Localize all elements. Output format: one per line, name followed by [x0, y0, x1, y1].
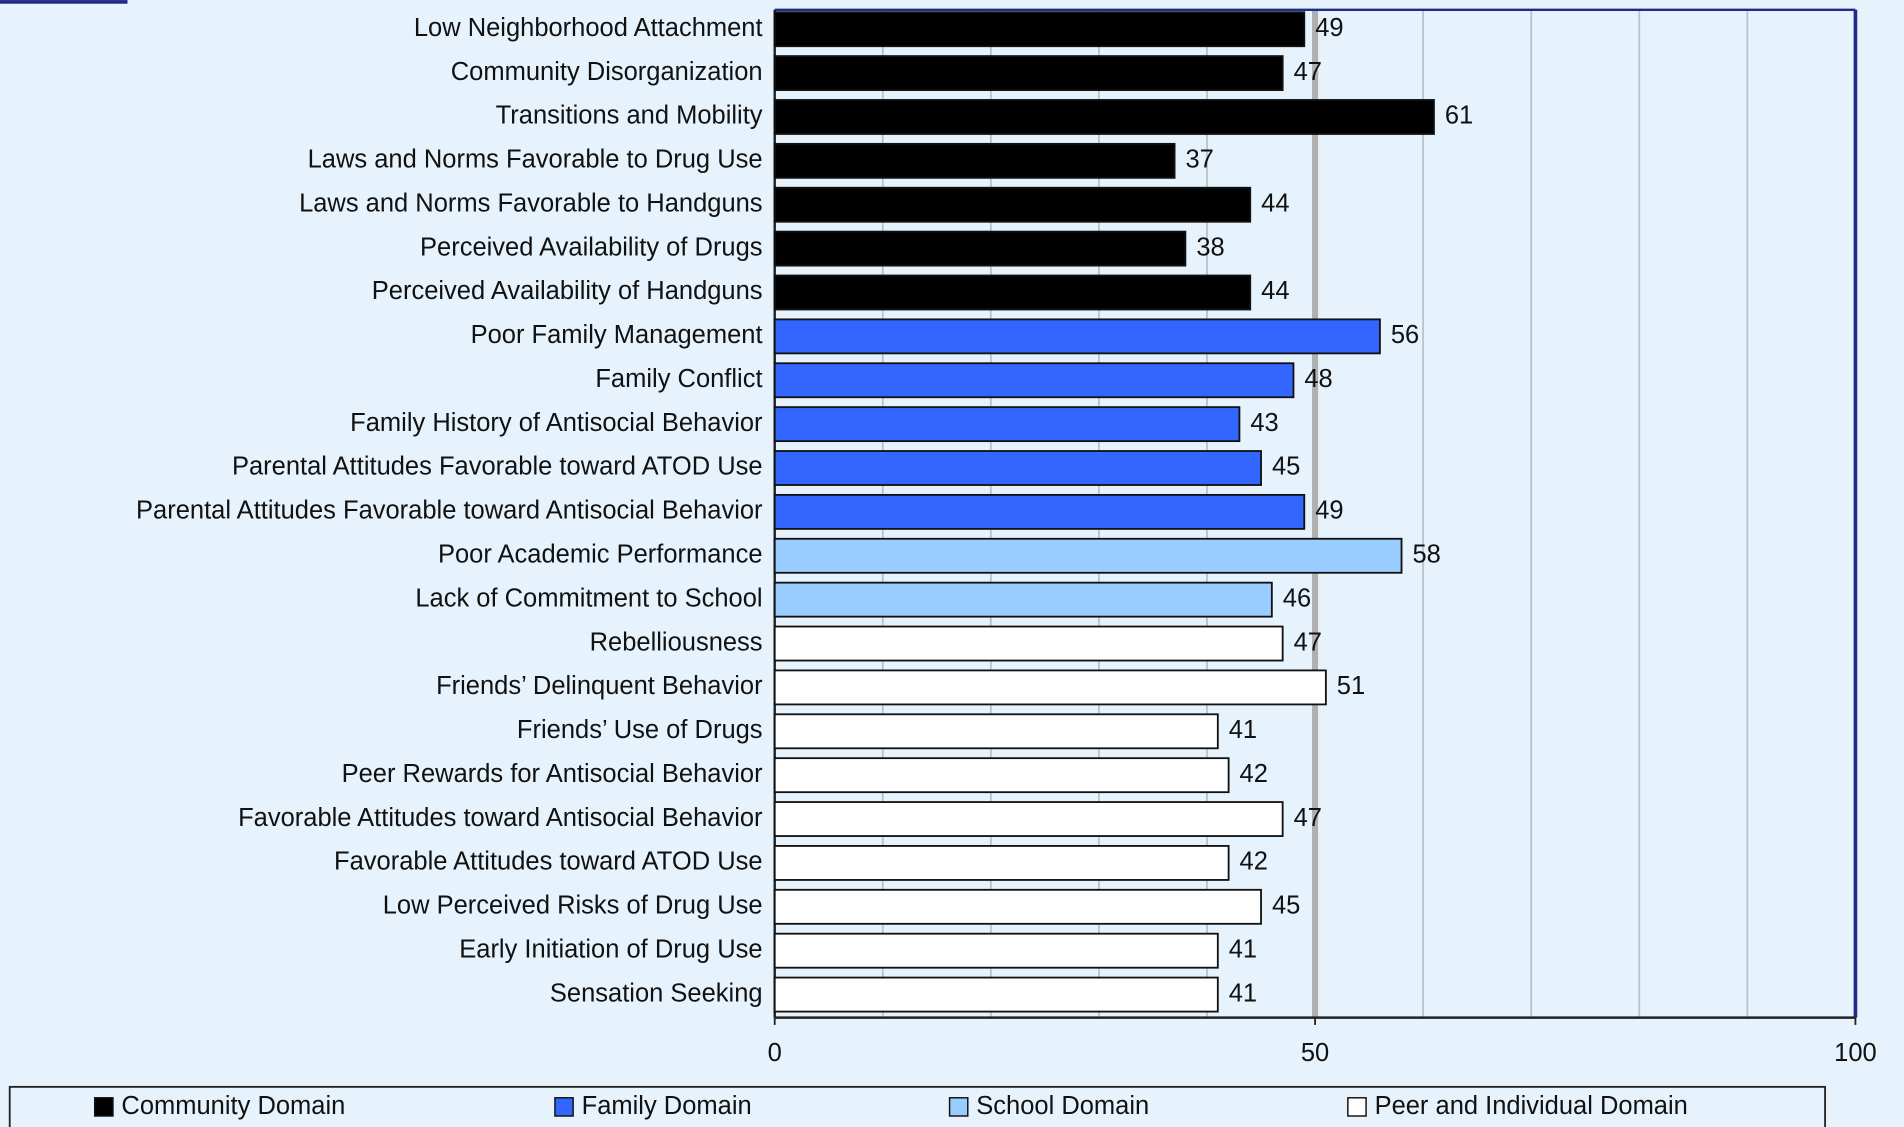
- bar: [773, 55, 1284, 92]
- data-label: 45: [1272, 453, 1300, 481]
- y-tick-label: Perceived Availability of Drugs: [420, 233, 763, 261]
- legend-box: [8, 1085, 1826, 1127]
- data-label: 56: [1391, 321, 1419, 349]
- legend-label: Peer and Individual Domain: [1375, 1092, 1688, 1120]
- corner-tab: [0, 0, 128, 4]
- bar: [773, 932, 1219, 969]
- bar: [773, 888, 1262, 925]
- data-label: 44: [1261, 277, 1289, 305]
- y-tick-label: Parental Attitudes Favorable toward ATOD…: [232, 453, 763, 481]
- y-tick-label: Sensation Seeking: [550, 979, 763, 1007]
- data-label: 41: [1229, 935, 1257, 963]
- data-label: 47: [1294, 58, 1322, 86]
- data-label: 38: [1196, 233, 1224, 261]
- data-label: 48: [1304, 365, 1332, 393]
- y-tick-label: Parental Attitudes Favorable toward Anti…: [136, 497, 763, 525]
- bar: [773, 845, 1230, 881]
- bar: [773, 537, 1403, 574]
- bar: [773, 186, 1252, 223]
- bar: [773, 625, 1284, 662]
- bar: [773, 713, 1219, 750]
- data-label: 51: [1337, 672, 1365, 700]
- bar: [773, 362, 1295, 399]
- y-tick-label: Rebelliousness: [590, 628, 763, 656]
- legend-swatch: [948, 1097, 969, 1117]
- data-label: 58: [1412, 541, 1440, 569]
- bar: [773, 274, 1252, 311]
- data-label: 49: [1315, 14, 1343, 42]
- y-tick-label: Family Conflict: [595, 365, 762, 393]
- y-tick-label: Favorable Attitudes toward ATOD Use: [334, 848, 763, 876]
- bar: [773, 99, 1435, 135]
- data-label: 46: [1283, 584, 1311, 612]
- data-label: 41: [1229, 979, 1257, 1007]
- bar: [773, 230, 1187, 267]
- y-tick-label: Poor Family Management: [471, 321, 763, 349]
- data-label: 44: [1261, 189, 1289, 217]
- bar: [773, 318, 1381, 355]
- data-label: 45: [1272, 892, 1300, 920]
- legend-label: Family Domain: [582, 1092, 752, 1120]
- bar: [773, 581, 1273, 618]
- x-tick-label: 0: [768, 1039, 782, 1067]
- bar: [773, 493, 1306, 530]
- data-label: 43: [1250, 409, 1278, 437]
- legend-swatch: [1347, 1097, 1367, 1117]
- data-label: 47: [1294, 804, 1322, 832]
- y-tick-label: Laws and Norms Favorable to Handguns: [299, 189, 763, 217]
- bar: [773, 450, 1262, 486]
- bar: [773, 976, 1219, 1013]
- y-tick-label: Lack of Commitment to School: [415, 584, 762, 612]
- x-tick-label: 100: [1834, 1039, 1877, 1067]
- data-label: 37: [1186, 146, 1214, 174]
- y-tick-label: Low Perceived Risks of Drug Use: [383, 892, 763, 920]
- x-tick-label: 50: [1301, 1039, 1329, 1067]
- data-label: 41: [1229, 716, 1257, 744]
- y-tick-label: Transitions and Mobility: [496, 102, 763, 130]
- y-tick-label: Early Initiation of Drug Use: [459, 935, 762, 963]
- y-tick-label: Peer Rewards for Antisocial Behavior: [342, 760, 763, 788]
- legend-swatch: [93, 1097, 114, 1117]
- legend-swatch: [554, 1097, 574, 1117]
- data-label: 61: [1445, 102, 1473, 130]
- data-label: 42: [1240, 760, 1268, 788]
- y-tick-label: Laws and Norms Favorable to Drug Use: [308, 146, 763, 174]
- bar: [773, 801, 1284, 837]
- bar: [773, 757, 1230, 794]
- y-tick-label: Community Disorganization: [451, 58, 763, 86]
- bar: [773, 669, 1327, 706]
- y-tick-label: Friends’ Delinquent Behavior: [436, 672, 763, 700]
- bar: [773, 142, 1176, 179]
- bar: [773, 406, 1241, 443]
- legend-label: Community Domain: [121, 1092, 345, 1120]
- y-tick-label: Friends’ Use of Drugs: [517, 716, 763, 744]
- data-label: 47: [1294, 628, 1322, 656]
- bar: [773, 11, 1306, 48]
- data-label: 42: [1240, 848, 1268, 876]
- y-tick-label: Family History of Antisocial Behavior: [350, 409, 763, 437]
- y-tick-label: Poor Academic Performance: [438, 541, 763, 569]
- y-tick-label: Favorable Attitudes toward Antisocial Be…: [238, 804, 763, 832]
- y-tick-label: Perceived Availability of Handguns: [372, 277, 763, 305]
- legend-label: School Domain: [976, 1092, 1149, 1120]
- data-label: 49: [1315, 497, 1343, 525]
- y-tick-label: Low Neighborhood Attachment: [414, 14, 763, 42]
